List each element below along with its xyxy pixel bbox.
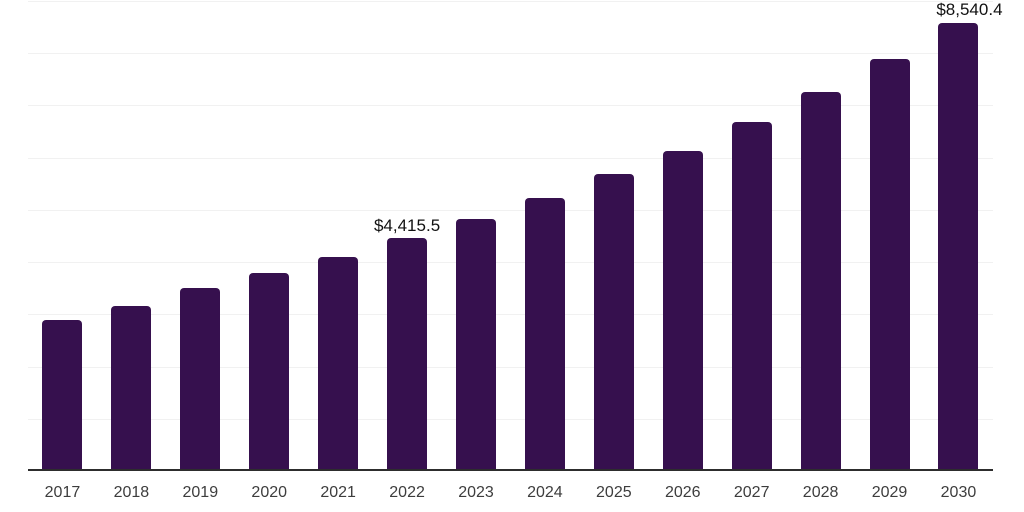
gridline — [28, 314, 993, 315]
bar-column — [97, 1, 166, 469]
gridline — [28, 210, 993, 211]
x-axis-label: 2017 — [44, 484, 81, 501]
bar — [387, 238, 428, 469]
x-axis-label: 2028 — [802, 484, 839, 501]
bar — [180, 288, 221, 469]
bar — [593, 173, 634, 469]
x-axis-label: 2020 — [251, 484, 288, 501]
gridline — [28, 262, 993, 263]
bar-column — [510, 1, 579, 469]
bar-column — [579, 1, 648, 469]
bars-container: $4,415.5 $8,540.4 — [28, 1, 1003, 469]
bar-column — [786, 1, 855, 469]
bar — [524, 198, 565, 469]
x-axis-label: 2024 — [527, 484, 563, 501]
bar — [42, 320, 83, 469]
x-axis-label: 2027 — [733, 484, 770, 501]
gridline — [28, 105, 993, 106]
bar-column: $8,540.4 — [924, 1, 1003, 469]
plot-area: $4,415.5 $8,540.4 — [28, 1, 1003, 471]
x-axis-label: 2018 — [113, 484, 150, 501]
gridline — [28, 53, 993, 54]
gridline — [28, 419, 993, 420]
bar — [938, 23, 979, 469]
gridline — [28, 1, 993, 2]
x-axis-label: 2021 — [320, 484, 356, 501]
bar-column — [235, 1, 304, 469]
x-axis-label: 2025 — [596, 484, 632, 501]
gridline — [28, 158, 993, 159]
bar — [455, 218, 496, 469]
bar-column: $4,415.5 — [373, 1, 442, 469]
bar — [318, 257, 359, 469]
bar — [731, 122, 772, 469]
x-axis-label: 2029 — [871, 484, 908, 501]
bar-column — [166, 1, 235, 469]
gridline — [28, 367, 993, 368]
bar — [111, 305, 152, 469]
x-axis-label: 2019 — [182, 484, 219, 501]
bar — [869, 59, 910, 469]
bar-column — [304, 1, 373, 469]
bar — [249, 272, 290, 469]
bar — [800, 92, 841, 469]
x-axis-label: 2026 — [664, 484, 701, 501]
x-axis-label: 2030 — [940, 484, 977, 501]
x-axis-labels: 2017 2018 2019 2020 2021 2022 2023 2024 2025 2026… — [28, 483, 993, 502]
bar-column — [648, 1, 717, 469]
bar-value-label: $4,415.5 — [373, 215, 441, 235]
bar-column — [28, 1, 97, 469]
bar-column — [442, 1, 511, 469]
bar — [662, 151, 703, 469]
x-axis-label: 2022 — [389, 484, 425, 501]
bar-column — [717, 1, 786, 469]
x-axis-label: 2023 — [458, 484, 494, 501]
bar-value-label: $8,540.4 — [936, 0, 1003, 20]
bar-column — [855, 1, 924, 469]
